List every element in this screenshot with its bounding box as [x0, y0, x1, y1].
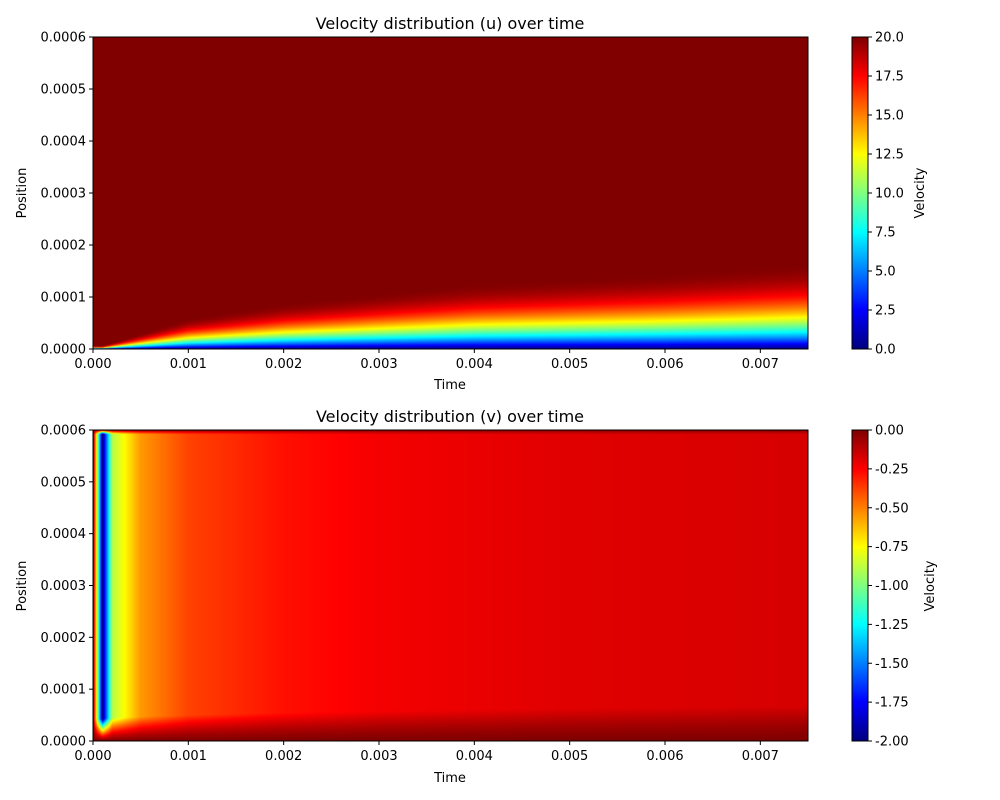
y-tick-label: 0.0004 [41, 527, 87, 542]
chart-v-colorbar [852, 430, 868, 741]
colorbar-tick-label: -0.75 [875, 540, 909, 555]
x-tick-label: 0.006 [646, 357, 683, 372]
colorbar-tick-label: 0.00 [875, 424, 904, 439]
y-tick-label: 0.0003 [41, 579, 87, 594]
colorbar-tick-label: 5.0 [875, 265, 896, 280]
y-tick-label: 0.0002 [41, 631, 87, 646]
colorbar-tick-label: 15.0 [875, 109, 904, 124]
colorbar-tick-label: -1.50 [875, 657, 909, 672]
x-tick-label: 0.005 [551, 749, 588, 764]
x-tick-label: 0.001 [170, 357, 207, 372]
y-tick-label: 0.0001 [41, 291, 87, 306]
chart-u-colorbar [852, 37, 868, 349]
chart-v-xlabel: Time [433, 771, 466, 786]
chart-u-colorbar-label: Velocity [913, 167, 928, 218]
y-tick-label: 0.0001 [41, 683, 87, 698]
colorbar-tick-label: 12.5 [875, 148, 904, 163]
x-tick-label: 0.004 [456, 749, 493, 764]
chart-v-y-ticks: 0.0000 0.0001 0.0002 0.0003 0.0004 0.0005 0.00… [41, 424, 93, 750]
y-tick-label: 0.0000 [41, 735, 87, 750]
y-tick-label: 0.0006 [41, 31, 87, 46]
y-tick-label: 0.0004 [41, 135, 87, 150]
x-tick-label: 0.003 [360, 749, 397, 764]
y-tick-label: 0.0006 [41, 424, 87, 439]
colorbar-tick-label: -1.75 [875, 696, 909, 711]
x-tick-label: 0.000 [74, 357, 111, 372]
x-tick-label: 0.007 [742, 749, 779, 764]
x-tick-label: 0.000 [74, 749, 111, 764]
chart-u-title: Velocity distribution (u) over time [316, 14, 585, 33]
chart-v-colorbar-ticks: -2.00 -1.75 -1.50 -1.25 -1.00 -0.75 -0.50 -0.25… [868, 424, 909, 750]
colorbar-tick-label: 0.0 [875, 343, 896, 358]
colorbar-tick-label: 10.0 [875, 187, 904, 202]
colorbar-tick-label: 17.5 [875, 70, 904, 85]
colorbar-tick-label: 20.0 [875, 31, 904, 46]
x-tick-label: 0.005 [551, 357, 588, 372]
chart-u-xlabel: Time [433, 378, 466, 393]
y-tick-label: 0.0005 [41, 83, 87, 98]
colorbar-tick-label: -0.50 [875, 501, 909, 516]
x-tick-label: 0.001 [170, 749, 207, 764]
chart-v-title: Velocity distribution (v) over time [316, 407, 584, 426]
colorbar-tick-label: -1.25 [875, 618, 909, 633]
chart-v: Velocity distribution (v) over time 0.00… [15, 407, 938, 786]
x-tick-label: 0.002 [265, 357, 302, 372]
chart-v-x-ticks: 0.000 0.001 0.002 0.003 0.004 0.005 0.006 0.007 [74, 741, 779, 764]
chart-u-y-ticks: 0.0000 0.0001 0.0002 0.0003 0.0004 0.0005 0.00… [41, 31, 93, 358]
x-tick-label: 0.003 [360, 357, 397, 372]
chart-u: Velocity distribution (u) over time 0.00… [15, 14, 928, 393]
colorbar-tick-label: 7.5 [875, 226, 896, 241]
chart-v-ylabel: Position [15, 561, 30, 612]
chart-u-heatmap [93, 37, 808, 349]
y-tick-label: 0.0002 [41, 239, 87, 254]
x-tick-label: 0.002 [265, 749, 302, 764]
x-tick-label: 0.004 [456, 357, 493, 372]
y-tick-label: 0.0005 [41, 475, 87, 490]
colorbar-tick-label: 2.5 [875, 304, 896, 319]
chart-v-colorbar-label: Velocity [923, 560, 938, 611]
chart-u-colorbar-ticks: 0.0 2.5 5.0 7.5 10.0 12.5 15.0 17.5 20.0 [868, 31, 904, 358]
y-tick-label: 0.0000 [41, 343, 87, 358]
x-tick-label: 0.006 [646, 749, 683, 764]
x-tick-label: 0.007 [742, 357, 779, 372]
chart-v-heatmap [93, 430, 808, 741]
colorbar-tick-label: -1.00 [875, 579, 909, 594]
chart-u-x-ticks: 0.000 0.001 0.002 0.003 0.004 0.005 0.006 0.007 [74, 349, 779, 372]
y-tick-label: 0.0003 [41, 187, 87, 202]
chart-u-ylabel: Position [15, 168, 30, 219]
colorbar-tick-label: -2.00 [875, 735, 909, 750]
colorbar-tick-label: -0.25 [875, 462, 909, 477]
